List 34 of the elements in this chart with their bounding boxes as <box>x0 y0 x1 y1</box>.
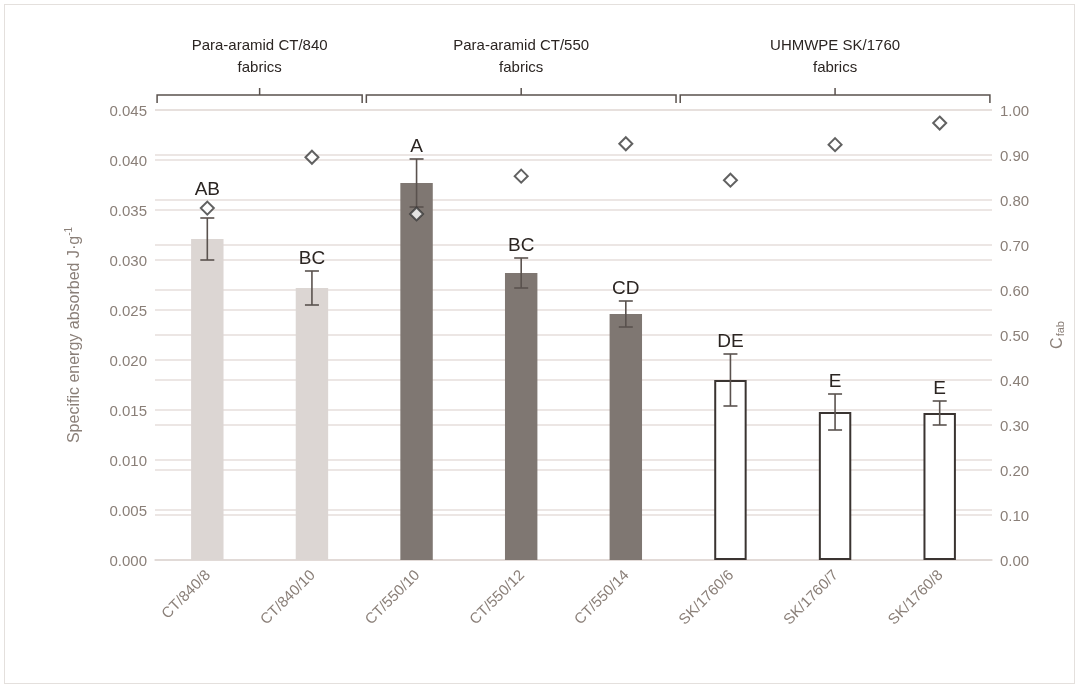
y2-tick-label: 0.60 <box>1000 281 1030 299</box>
y2-tick-label: 0.90 <box>1000 146 1030 164</box>
y2-axis-title: Cfab <box>1048 321 1066 349</box>
annotation: A <box>410 135 424 156</box>
y2-tick-label: 1.00 <box>1000 101 1030 119</box>
y-tick-label: 0.020 <box>109 351 147 369</box>
y-tick-label: 0.045 <box>109 101 147 119</box>
y-tick-label: 0.030 <box>109 251 147 269</box>
y2-tick-label: 0.70 <box>1000 236 1030 254</box>
annotation: CD <box>612 277 640 298</box>
y-tick-label: 0.015 <box>109 401 147 419</box>
annotation: E <box>828 370 842 391</box>
y-axis-title: Specific energy absorbed J·g-1 <box>62 226 82 444</box>
y2-tick-label: 0.40 <box>1000 371 1030 389</box>
y-tick-label: 0.035 <box>109 201 147 219</box>
annotation: DE <box>717 330 744 351</box>
y2-tick-label: 0.30 <box>1000 416 1030 434</box>
y-tick-label: 0.025 <box>109 301 147 319</box>
text: UHMWPE SK/1760 fabrics <box>770 35 901 75</box>
y-tick-label: 0.040 <box>109 151 147 169</box>
annotation: BC <box>298 247 326 268</box>
y2-tick-label: 0.80 <box>1000 191 1030 209</box>
y-tick-label: 0.000 <box>109 551 147 569</box>
y-tick-label: 0.005 <box>109 501 147 519</box>
text: Para-aramid CT/840 fabrics <box>191 35 328 75</box>
text: Para-aramid CT/550 fabrics <box>453 35 590 75</box>
annotation: AB <box>194 178 220 200</box>
y2-tick-label: 0.00 <box>1000 551 1030 569</box>
y2-tick-label: 0.10 <box>1000 506 1030 524</box>
annotation: E <box>933 377 947 398</box>
annotation: BC <box>507 234 535 255</box>
y2-tick-label: 0.20 <box>1000 461 1030 479</box>
y-tick-label: 0.010 <box>109 451 147 469</box>
y2-tick-label: 0.50 <box>1000 326 1030 344</box>
